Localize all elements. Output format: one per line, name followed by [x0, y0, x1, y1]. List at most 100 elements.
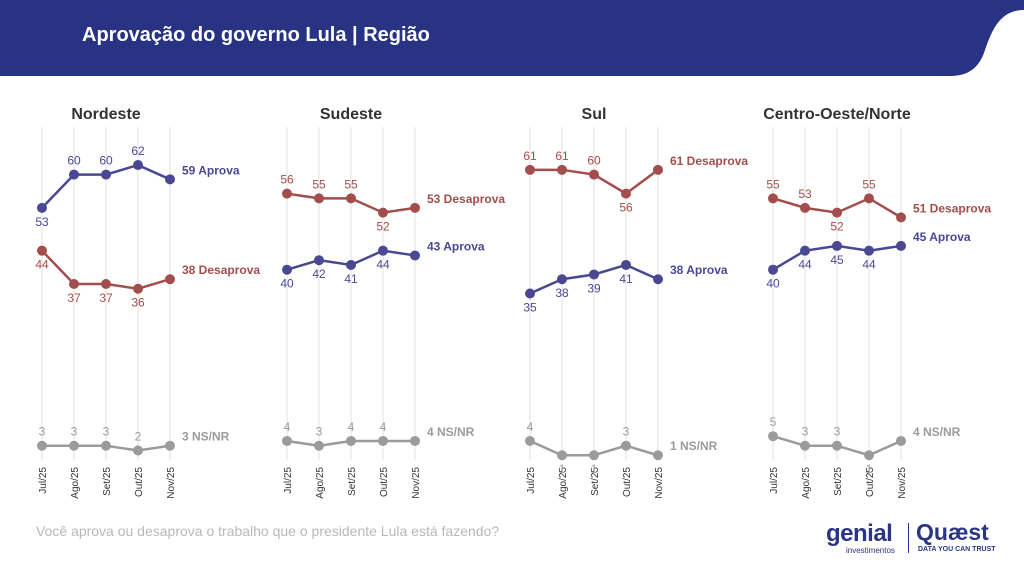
data-point-centro-oeste-norte-aprova-1: [800, 245, 810, 256]
data-point-sul-aprova-0: [525, 288, 535, 299]
data-label-nordeste-desaprova-3: 36: [131, 296, 145, 310]
data-label-centro-oeste-norte-ns-nr-3: 1: [866, 462, 873, 476]
data-point-sul-ns-nr-4: [653, 450, 663, 461]
data-label-centro-oeste-norte-aprova-2: 45: [830, 253, 844, 267]
data-label-sudeste-aprova-2: 41: [344, 272, 358, 286]
data-label-sudeste-desaprova-2: 55: [344, 177, 358, 191]
data-point-sudeste-desaprova-4: [410, 202, 420, 213]
x-tick-label-nordeste-3: Out/25: [134, 467, 145, 497]
data-point-nordeste-ns-nr-1: [69, 440, 79, 451]
x-tick-label-centro-oeste-norte-2: Set/25: [833, 467, 844, 496]
data-point-nordeste-aprova-2: [101, 169, 111, 180]
data-point-sudeste-ns-nr-4: [410, 435, 420, 446]
data-label-centro-oeste-norte-aprova-0: 40: [766, 277, 780, 291]
genial-logo-subtitle: investimentos: [846, 546, 895, 555]
data-point-sul-desaprova-4: [653, 164, 663, 175]
x-tick-label-sudeste-2: Set/25: [347, 467, 358, 496]
data-point-nordeste-desaprova-1: [69, 278, 79, 289]
data-point-nordeste-aprova-4: [165, 174, 175, 185]
data-point-centro-oeste-norte-aprova-4: [896, 240, 906, 251]
data-point-sudeste-aprova-4: [410, 250, 420, 261]
end-label-sul-desaprova: 61 Desaprova: [670, 154, 748, 168]
data-label-sudeste-ns-nr-0: 4: [284, 420, 291, 434]
data-point-sul-desaprova-2: [589, 169, 599, 180]
data-point-nordeste-ns-nr-2: [101, 440, 111, 451]
data-label-sul-ns-nr-2: 1: [591, 462, 598, 476]
quaest-logo-tagline: DATA YOU CAN TRUST: [918, 546, 996, 553]
data-label-centro-oeste-norte-ns-nr-0: 5: [770, 415, 777, 429]
data-label-sul-ns-nr-3: 3: [623, 425, 630, 439]
x-tick-label-nordeste-2: Set/25: [102, 467, 113, 496]
x-tick-label-sul-2: Set/25: [590, 467, 601, 496]
x-tick-label-nordeste-1: Ago/25: [70, 467, 81, 499]
end-label-sul-ns-nr: 1 NS/NR: [670, 439, 718, 453]
data-point-sudeste-ns-nr-3: [378, 435, 388, 446]
end-label-sudeste-desaprova: 53 Desaprova: [427, 192, 505, 206]
data-point-nordeste-desaprova-2: [101, 278, 111, 289]
data-label-sul-aprova-1: 38: [555, 286, 569, 300]
data-point-sul-ns-nr-3: [621, 440, 631, 451]
data-label-sudeste-ns-nr-1: 3: [316, 425, 323, 439]
data-point-sudeste-desaprova-3: [378, 207, 388, 218]
quaest-logo: Quæst: [916, 519, 989, 545]
panel-title-centro-oeste-norte: Centro-Oeste/Norte: [763, 106, 911, 123]
data-point-centro-oeste-norte-aprova-0: [768, 264, 778, 275]
end-label-nordeste-desaprova: 38 Desaprova: [182, 263, 260, 277]
data-label-sudeste-ns-nr-2: 4: [348, 420, 355, 434]
data-point-sul-desaprova-3: [621, 188, 631, 199]
data-label-centro-oeste-norte-aprova-3: 44: [862, 258, 876, 272]
panel-title-sudeste: Sudeste: [320, 106, 382, 123]
logos: genial investimentos Quæst DATA YOU CAN …: [826, 519, 1006, 556]
data-point-sudeste-aprova-1: [314, 255, 324, 266]
data-point-centro-oeste-norte-ns-nr-4: [896, 435, 906, 446]
page-title: Aprovação do governo Lula | Região: [82, 24, 430, 46]
header-background: [0, 0, 1024, 76]
data-label-centro-oeste-norte-desaprova-1: 53: [798, 187, 812, 201]
data-point-sul-aprova-2: [589, 269, 599, 280]
x-tick-label-sudeste-0: Jul/25: [283, 467, 294, 494]
data-label-nordeste-ns-nr-1: 3: [71, 425, 78, 439]
data-point-centro-oeste-norte-desaprova-4: [896, 212, 906, 223]
x-tick-label-nordeste-0: Jul/25: [38, 467, 49, 494]
header-bar: Aprovação do governo Lula | Região: [0, 0, 1024, 76]
data-point-sudeste-desaprova-0: [282, 188, 292, 199]
end-label-sul-aprova: 38 Aprova: [670, 263, 728, 277]
end-label-sudeste-aprova: 43 Aprova: [427, 239, 485, 253]
data-label-centro-oeste-norte-desaprova-3: 55: [862, 177, 876, 191]
data-point-sudeste-desaprova-2: [346, 193, 356, 204]
data-point-sul-ns-nr-1: [557, 450, 567, 461]
data-label-sul-aprova-0: 35: [523, 301, 537, 315]
data-point-sudeste-ns-nr-1: [314, 440, 324, 451]
x-tick-label-sul-3: Out/25: [622, 467, 633, 497]
data-label-sudeste-aprova-3: 44: [376, 258, 390, 272]
data-label-centro-oeste-norte-ns-nr-2: 3: [834, 425, 841, 439]
data-label-sul-ns-nr-1: 1: [559, 462, 566, 476]
data-point-sudeste-aprova-0: [282, 264, 292, 275]
end-label-centro-oeste-norte-desaprova: 51 Desaprova: [913, 201, 991, 215]
x-tick-label-centro-oeste-norte-3: Out/25: [865, 467, 876, 497]
data-point-centro-oeste-norte-desaprova-1: [800, 202, 810, 213]
end-label-nordeste-ns-nr: 3 NS/NR: [182, 430, 230, 444]
data-point-sudeste-aprova-2: [346, 259, 356, 270]
x-tick-label-sul-4: Nov/25: [654, 467, 665, 499]
data-point-nordeste-aprova-0: [37, 202, 47, 213]
data-point-sul-desaprova-1: [557, 164, 567, 175]
survey-question: Você aprova ou desaprova o trabalho que …: [36, 523, 500, 539]
x-tick-label-sudeste-3: Out/25: [379, 467, 390, 497]
data-point-centro-oeste-norte-ns-nr-0: [768, 431, 778, 442]
data-label-centro-oeste-norte-aprova-1: 44: [798, 258, 812, 272]
data-point-sul-aprova-3: [621, 259, 631, 270]
end-label-nordeste-aprova: 59 Aprova: [182, 163, 240, 177]
x-tick-label-sudeste-1: Ago/25: [315, 467, 326, 499]
data-point-centro-oeste-norte-desaprova-3: [864, 193, 874, 204]
x-tick-label-sul-1: Ago/25: [558, 467, 569, 499]
data-label-centro-oeste-norte-desaprova-2: 52: [830, 220, 844, 234]
genial-logo: genial: [826, 520, 893, 547]
data-point-nordeste-aprova-3: [133, 160, 143, 171]
data-point-sudeste-desaprova-1: [314, 193, 324, 204]
data-label-nordeste-desaprova-2: 37: [99, 291, 113, 305]
data-label-nordeste-ns-nr-3: 2: [135, 429, 142, 443]
data-label-sudeste-desaprova-1: 55: [312, 177, 326, 191]
data-point-sul-desaprova-0: [525, 164, 535, 175]
